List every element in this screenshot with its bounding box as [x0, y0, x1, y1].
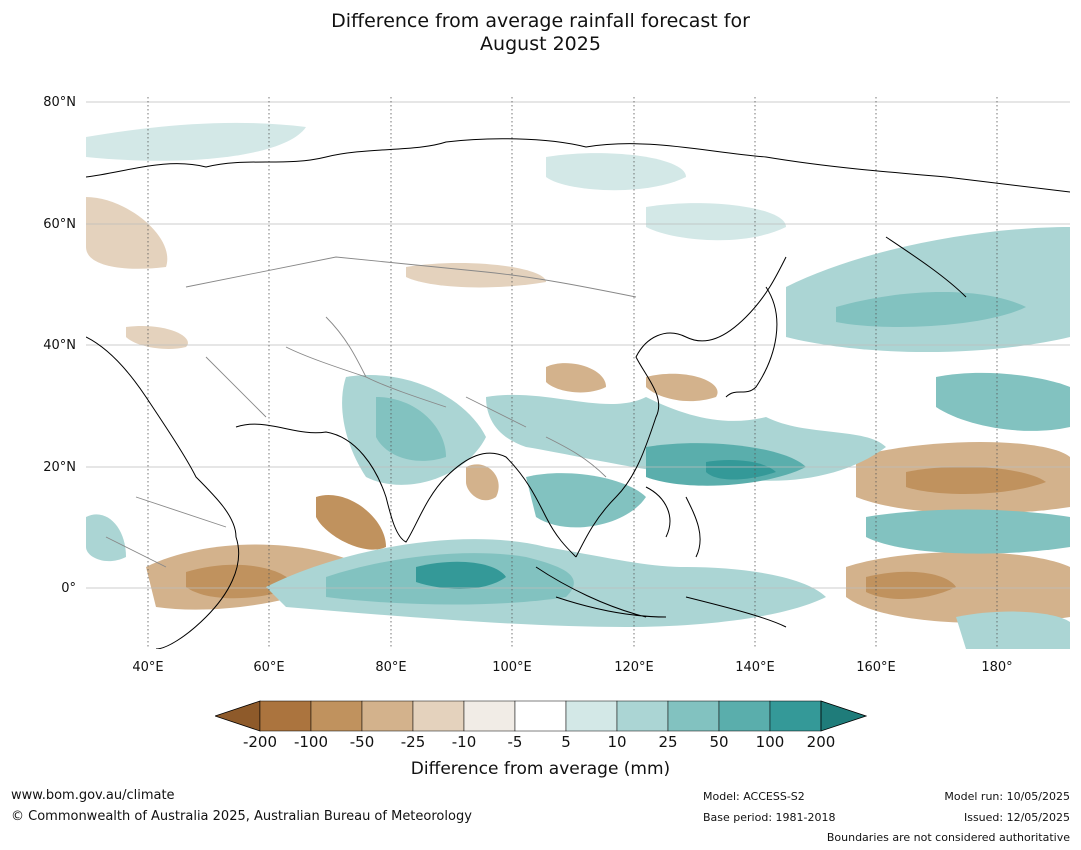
colorbar-swatch [463, 700, 516, 732]
title-line-2: August 2025 [480, 33, 601, 55]
footer-model-run: Model run: 10/05/2025 [944, 790, 1070, 803]
colorbar-swatch [310, 700, 363, 732]
rainfall-map [86, 97, 1070, 649]
lat-label-20n: 20°N [43, 460, 76, 475]
colorbar-swatch [259, 700, 312, 732]
colorbar-tick-label: -100 [293, 733, 329, 751]
lon-label-180: 180° [981, 660, 1013, 675]
title-line-1: Difference from average rainfall forecas… [331, 10, 750, 32]
lat-label-80n: 80°N [43, 95, 76, 110]
colorbar-swatch [667, 700, 720, 732]
colorbar-tick-label: -50 [349, 733, 375, 751]
footer-disclaimer: Boundaries are not considered authoritat… [826, 831, 1070, 844]
colorbar-label: Difference from average (mm) [410, 759, 671, 779]
colorbar-tick-label: -10 [451, 733, 477, 751]
lon-label-160e: 160°E [856, 660, 896, 675]
lon-label-120e: 120°E [614, 660, 654, 675]
map-title: Difference from average rainfall forecas… [0, 10, 1081, 56]
meridians [147, 97, 998, 649]
lon-label-140e: 140°E [735, 660, 775, 675]
lat-label-0: 0° [61, 581, 76, 596]
colorbar-extend-high [820, 700, 867, 732]
lat-label-60n: 60°N [43, 217, 76, 232]
colorbar-tick-label: 100 [755, 733, 785, 751]
colorbar-tick-label: 50 [709, 733, 729, 751]
colorbar-swatch [412, 700, 465, 732]
colorbar-tick-label: -25 [400, 733, 426, 751]
colorbar-tick-label: 200 [806, 733, 836, 751]
lon-label-40e: 40°E [132, 660, 164, 675]
lat-label-40n: 40°N [43, 338, 76, 353]
colorbar-swatch [361, 700, 414, 732]
lon-label-100e: 100°E [492, 660, 532, 675]
lon-label-60e: 60°E [253, 660, 285, 675]
footer-base-period: Base period: 1981-2018 [703, 811, 836, 824]
footer-url: www.bom.gov.au/climate [11, 788, 175, 803]
colorbar-swatch [565, 700, 618, 732]
colorbar-tick-label: 25 [658, 733, 678, 751]
colorbar-tick-label: 10 [607, 733, 627, 751]
colorbar [215, 700, 867, 732]
colorbar-swatch [769, 700, 822, 732]
colorbar-tick-label: 5 [561, 733, 571, 751]
footer-issued: Issued: 12/05/2025 [963, 811, 1070, 824]
colorbar-tick-label: -200 [242, 733, 278, 751]
footer-model: Model: ACCESS-S2 [703, 790, 805, 803]
footer-copyright: © Commonwealth of Australia 2025, Austra… [11, 809, 472, 824]
lon-label-80e: 80°E [375, 660, 407, 675]
coastlines [86, 138, 1070, 649]
colorbar-extend-low [215, 700, 261, 732]
country-boundaries [105, 256, 637, 568]
colorbar-swatch [514, 700, 567, 732]
colorbar-swatch [616, 700, 669, 732]
gridlines [86, 101, 1070, 589]
colorbar-tick-label: -5 [507, 733, 523, 751]
colorbar-swatch [718, 700, 771, 732]
